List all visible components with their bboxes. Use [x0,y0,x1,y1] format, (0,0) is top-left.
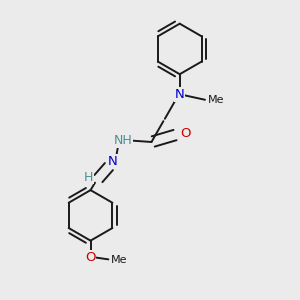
Text: H: H [84,171,93,184]
Text: Me: Me [111,255,128,265]
Text: O: O [85,251,96,264]
Text: NH: NH [114,134,133,147]
Text: Me: Me [208,95,224,105]
Text: O: O [181,127,191,140]
Text: N: N [108,155,118,168]
Text: N: N [175,88,184,101]
